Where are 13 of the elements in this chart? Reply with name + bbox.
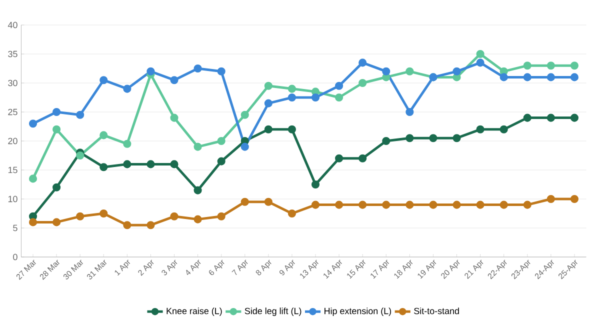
legend-label: Sit-to-stand bbox=[414, 308, 459, 314]
y-tick-label: 15 bbox=[8, 166, 18, 174]
legend-label: Hip extension (L) bbox=[324, 308, 392, 316]
y-tick-label: 25 bbox=[8, 108, 18, 116]
y-tick-label: 30 bbox=[8, 80, 18, 86]
y-tick-label: 35 bbox=[8, 50, 18, 58]
y-tick-label: 20 bbox=[8, 138, 18, 144]
y-tick-label: 5 bbox=[13, 224, 18, 232]
y-tick-label: 40 bbox=[8, 22, 18, 28]
y-tick-label: 0 bbox=[13, 254, 18, 260]
legend-label: Side leg lift (L) bbox=[244, 308, 302, 316]
y-tick-label: 10 bbox=[8, 196, 18, 202]
legend-label: Knee raise (L) bbox=[166, 308, 222, 316]
